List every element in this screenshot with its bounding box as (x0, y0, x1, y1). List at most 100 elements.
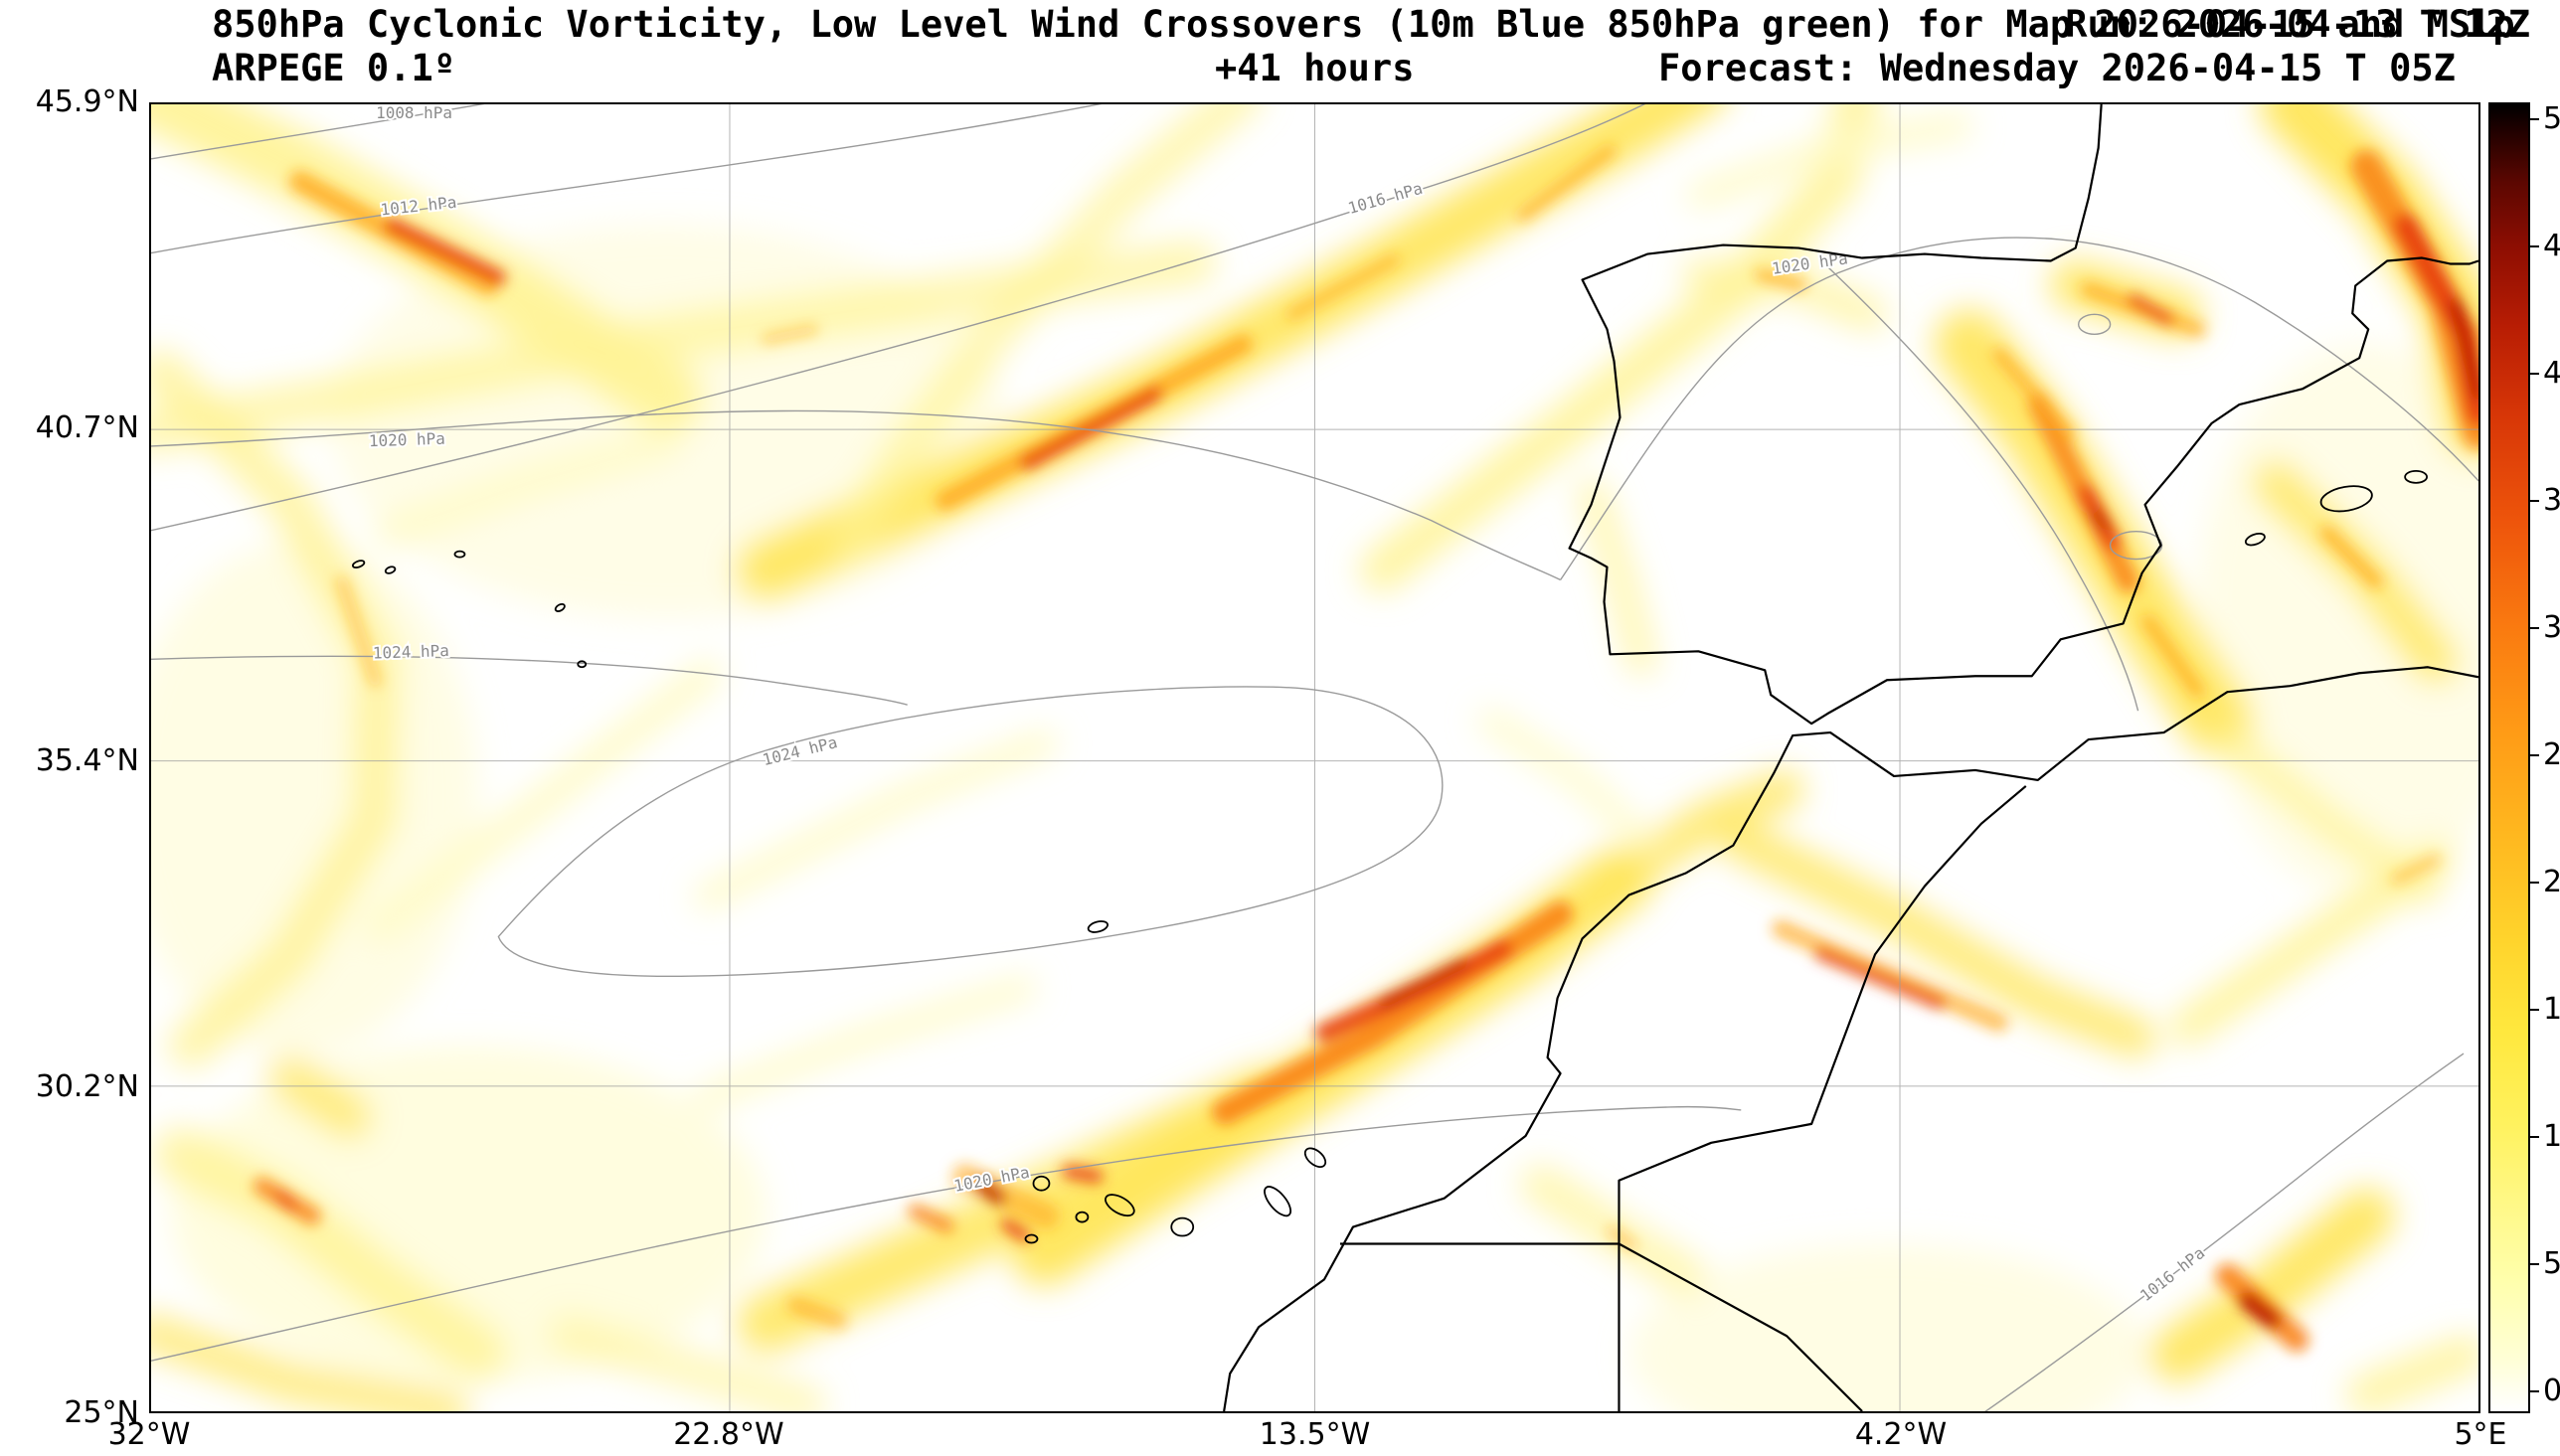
x-tick-label: 32°W (107, 1417, 191, 1452)
vorticity-core-layer (253, 144, 2478, 1353)
island-outline (1303, 1147, 1327, 1169)
island-outline (1264, 1186, 1292, 1217)
vorticity-blob (1629, 1243, 2146, 1411)
island-outline (1087, 920, 1109, 933)
colorbar-tick-mark (2530, 882, 2539, 884)
map-plot-area: 1008 hPa 1012 hPa 1016 hPa 1020 hPa 1020 hPa… (149, 102, 2480, 1413)
vorticity-streak (1577, 477, 1657, 677)
vorticity-streak (153, 1127, 506, 1380)
x-tick-label: 4.2°W (1854, 1417, 1948, 1452)
vorticity-streak (1719, 819, 2156, 1058)
isobar-line (2077, 313, 2112, 335)
isobar-label: 1016 hPa (1346, 179, 1425, 218)
isobar-label: 1016 hPa (2136, 1243, 2208, 1305)
island-outline (554, 602, 566, 612)
isobar-line (151, 409, 1561, 581)
colorbar-tick-label: 20 (2543, 865, 2560, 899)
y-tick-label: 30.2°N (35, 1068, 139, 1104)
isobar-lines (151, 104, 2478, 1411)
coastline (1568, 104, 2478, 726)
colorbar-tick-mark (2530, 754, 2539, 756)
chart-title: 850hPa Cyclonic Vorticity, Low Level Win… (212, 3, 2515, 46)
vorticity-streak (2127, 293, 2174, 326)
vorticity-streak (364, 659, 723, 942)
vorticity-streak (1686, 112, 1972, 209)
isobar-label: 1024 hPa (373, 641, 450, 663)
island-outline (453, 550, 466, 559)
coastline (1618, 1242, 1863, 1411)
vorticity-streak (2346, 1335, 2478, 1411)
colorbar-tick-label: 0 (2543, 1374, 2560, 1408)
coastlines (352, 104, 2478, 1411)
vorticity-streak (1378, 958, 1468, 1009)
vorticity-streak (695, 976, 1037, 1109)
colorbar-tick-label: 25 (2543, 737, 2560, 772)
vorticity-streak (151, 1313, 469, 1411)
vorticity-streak (548, 1315, 826, 1411)
vorticity-streak (694, 730, 1058, 910)
vorticity-streak (908, 1204, 954, 1233)
vorticity-blob (151, 540, 479, 1056)
x-tick-label: 13.5°W (1259, 1417, 1371, 1452)
vorticity-streak (274, 1189, 297, 1212)
island-outline (2244, 532, 2266, 547)
vorticity-streak (2169, 841, 2455, 1047)
vorticity-streak (736, 104, 1722, 600)
vorticity-streak (830, 104, 1261, 561)
island-outline (1170, 1216, 1195, 1237)
isobar-label: 1008 hPa (376, 104, 452, 122)
colorbar-tick-label: 15 (2543, 992, 2560, 1027)
vorticity-streak (1813, 946, 1947, 1010)
isobar-line (151, 104, 1646, 532)
colorbar-tick-mark (2530, 1009, 2539, 1011)
vorticity-streak (267, 1055, 372, 1139)
y-tick-label: 35.4°N (35, 742, 139, 778)
vorticity-streak (761, 324, 818, 345)
vorticity-streak (375, 429, 682, 547)
isobar-line (151, 655, 908, 706)
vorticity-streak (1000, 1217, 1031, 1242)
coastline (1223, 666, 2478, 1411)
colorbar-tick-mark (2530, 245, 2539, 247)
lead-time-label: +41 hours (1215, 47, 1415, 89)
island-outline (1105, 1194, 1135, 1217)
isobar-line (497, 686, 1444, 978)
coastline (1618, 785, 2027, 1244)
run-label: Run: 2026-04-13 T 12Z (2065, 3, 2530, 46)
colorbar-tick-label: 45 (2543, 229, 2560, 263)
colorbar-tick-label: 10 (2543, 1119, 2560, 1154)
vorticity-blob (170, 1046, 767, 1383)
colorbar-tick-mark (2530, 627, 2539, 629)
vorticity-streak (1286, 253, 1400, 321)
island-outline (352, 560, 366, 568)
vorticity-streak (1755, 268, 1807, 291)
colorbar-tick-mark (2530, 500, 2539, 502)
coastline (1339, 1242, 1621, 1411)
island-outline (384, 566, 397, 574)
vorticity-streak (2140, 614, 2205, 699)
forecast-label: Forecast: Wednesday 2026-04-15 T 05Z (1658, 47, 2456, 89)
vorticity-streak (1477, 708, 1655, 853)
isobar-line (151, 104, 485, 160)
colorbar-tick-label: 50 (2543, 101, 2560, 136)
colorbar-tick-label: 30 (2543, 610, 2560, 645)
island-outline (2319, 485, 2373, 513)
vorticity-streak (2149, 1188, 2395, 1383)
vorticity-streak (1062, 1164, 1104, 1184)
y-tick-label: 45.9°N (35, 84, 139, 119)
vorticity-streak (384, 218, 506, 285)
vorticity-streak (1516, 144, 1617, 222)
vorticity-streak (2449, 297, 2478, 402)
isobar-line (1984, 1052, 2465, 1411)
isobar-line (151, 104, 1103, 254)
island-outline (1032, 1175, 1051, 1192)
vorticity-streak (2238, 1291, 2282, 1330)
isobar-line (1559, 237, 2478, 580)
vorticity-streak (973, 1177, 1006, 1206)
x-tick-label: 5°E (2454, 1417, 2507, 1452)
isobar-line (151, 1105, 1742, 1362)
island-outline (1075, 1211, 1090, 1223)
colorbar-tick-label: 5 (2543, 1246, 2560, 1281)
y-tick-label: 25°N (64, 1395, 139, 1430)
